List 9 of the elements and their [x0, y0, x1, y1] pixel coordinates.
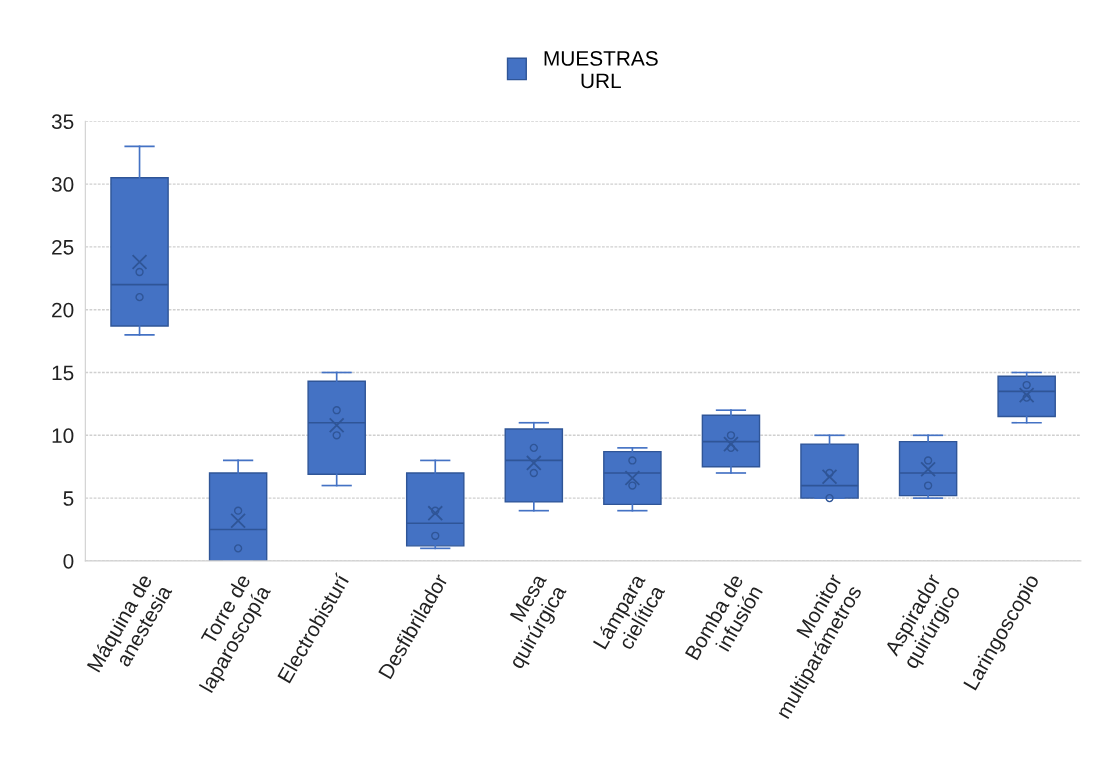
y-tick-label: 25: [52, 239, 74, 255]
y-tick-label: 15: [52, 365, 74, 381]
y-tick-label: 20: [52, 302, 74, 318]
y-tick-label: 0: [63, 553, 74, 569]
y-tick-label: 5: [63, 491, 74, 506]
y-tick-label: 10: [52, 428, 74, 444]
legend-label: MUESTRAS URL: [544, 51, 658, 89]
y-tick-label: 30: [51, 177, 74, 192]
y-tick-label: 35: [51, 114, 74, 130]
